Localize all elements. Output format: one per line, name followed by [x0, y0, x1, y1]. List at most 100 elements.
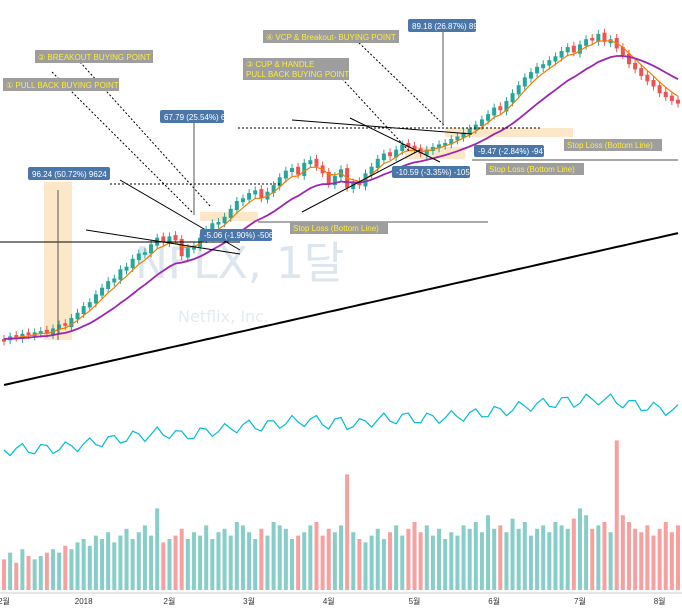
- candle-body: [93, 294, 98, 304]
- x-tick-label: 2월: [164, 596, 176, 606]
- candle-body: [332, 175, 337, 186]
- candle-body: [173, 235, 178, 241]
- volume-bar: [234, 522, 239, 590]
- candle-body: [369, 166, 374, 175]
- volume-bar: [44, 552, 49, 590]
- volume-bar: [479, 532, 484, 590]
- volume-bar: [81, 539, 86, 590]
- label-pullback: ① PULL BACK BUYING POINT: [6, 81, 119, 90]
- volume-bar: [326, 528, 331, 590]
- candle-body: [602, 32, 607, 42]
- watermark-name: Netflix, Inc.: [178, 307, 269, 326]
- measure-box-5: -10.59 (-3.35%) -1059: [396, 168, 475, 177]
- x-tick-label: 8월: [654, 596, 666, 606]
- volume-bar: [676, 525, 680, 590]
- x-axis-ticks: 2월 2018 2월 3월 4월 5월 6월 7월 8월: [0, 596, 666, 606]
- volume-bar: [443, 539, 448, 590]
- measure-box-1: 96.24 (50.72%) 9624: [32, 170, 107, 179]
- volume-bar: [75, 542, 80, 590]
- candle-body: [253, 190, 258, 195]
- label-vcp-bg: [263, 30, 399, 43]
- candle-body: [626, 53, 631, 65]
- volume-bar: [155, 508, 160, 590]
- candle-body: [271, 185, 276, 194]
- x-tick-label: 7월: [574, 596, 586, 606]
- candle-body: [669, 95, 674, 101]
- candle-body: [522, 77, 527, 87]
- volume-bar: [614, 440, 619, 590]
- candle-body: [449, 139, 454, 145]
- candle-body: [437, 144, 442, 149]
- volume-bar: [486, 515, 491, 590]
- candle-body: [142, 252, 147, 255]
- candle-body: [596, 33, 601, 42]
- volume-bar: [167, 539, 172, 590]
- measure-arrows: [57, 32, 444, 340]
- measure-box-4-bg: [200, 229, 272, 241]
- x-tick-label: 4월: [323, 596, 335, 606]
- volume-bar: [57, 552, 62, 590]
- candle-body: [179, 239, 184, 257]
- volume-bar: [130, 539, 135, 590]
- candle-body: [2, 338, 6, 342]
- sma-long-line: [3, 232, 679, 386]
- candle-body: [510, 93, 515, 103]
- volume-bar: [559, 525, 564, 590]
- stop-loss-2-bg: [564, 139, 662, 151]
- volume-bar: [510, 518, 515, 590]
- label-vcp: ④ VCP & Breakout- BUYING POINT: [266, 33, 396, 42]
- candle-body: [584, 39, 589, 46]
- volume-bar: [418, 532, 423, 590]
- candle-body: [63, 323, 68, 326]
- candle-body: [498, 106, 503, 111]
- volume-bar: [394, 525, 399, 590]
- candle-body: [149, 244, 154, 254]
- label-cup-line1: ③ CUP & HANDLE: [246, 60, 314, 69]
- candle-body: [381, 153, 386, 161]
- volume-bar: [210, 539, 215, 590]
- volume-bar: [381, 539, 386, 590]
- candle-body: [38, 331, 43, 334]
- candle-body: [504, 101, 509, 112]
- watermark-symbol: NFLX, 1달: [135, 238, 344, 289]
- volume-bar: [553, 522, 558, 590]
- volume-bar: [265, 535, 270, 590]
- volume-bar: [124, 528, 129, 590]
- candle-body: [234, 200, 239, 211]
- volume-bar: [461, 525, 466, 590]
- candle-body: [645, 74, 650, 82]
- volume-bar: [657, 528, 662, 590]
- x-tick-label: 6월: [488, 596, 500, 606]
- volume-bar: [222, 528, 227, 590]
- candle-body: [467, 128, 472, 134]
- x-tick-label: 2월: [0, 596, 10, 606]
- measure-box-3-bg: [408, 19, 476, 32]
- candle-body: [222, 216, 227, 224]
- volume-bar: [565, 528, 570, 590]
- volume-bar: [289, 539, 294, 590]
- candle-body: [130, 258, 135, 268]
- volume-bar: [473, 522, 478, 590]
- highlight-box-4: [445, 128, 573, 137]
- candle-body: [69, 317, 74, 328]
- ema-short-line: [3, 39, 679, 340]
- candle-body: [57, 324, 62, 330]
- rs-line-path: [3, 393, 679, 457]
- volume-bar: [191, 532, 196, 590]
- candle-body: [326, 172, 331, 184]
- label-pullback-bg: [3, 78, 119, 91]
- candle-body: [44, 329, 49, 334]
- volume-bar: [185, 539, 190, 590]
- candle-body: [541, 64, 546, 69]
- volume-bar: [516, 528, 521, 590]
- measure-box-4: -5.06 (-1.90%) -506: [204, 231, 274, 240]
- volume-bar: [639, 532, 644, 590]
- candle-body: [314, 158, 319, 167]
- measure-box-2-bg: [160, 110, 224, 123]
- volume-bar: [302, 532, 307, 590]
- volume-bar: [142, 525, 147, 590]
- volume-bar: [602, 522, 607, 590]
- candle-body: [492, 107, 497, 116]
- volume-bar: [332, 532, 337, 590]
